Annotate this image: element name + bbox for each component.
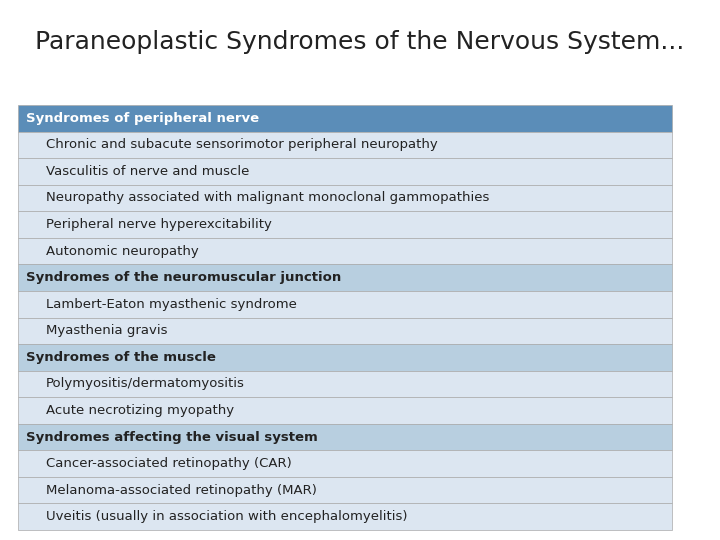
Bar — [18, 211, 672, 238]
Bar — [18, 503, 672, 530]
Bar — [18, 291, 672, 318]
Text: Paraneoplastic Syndromes of the Nervous System...: Paraneoplastic Syndromes of the Nervous … — [35, 30, 685, 54]
Text: Lambert-Eaton myasthenic syndrome: Lambert-Eaton myasthenic syndrome — [46, 298, 297, 310]
Bar — [18, 424, 672, 450]
Text: Autonomic neuropathy: Autonomic neuropathy — [46, 245, 199, 258]
Text: Uveitis (usually in association with encephalomyelitis): Uveitis (usually in association with enc… — [46, 510, 408, 523]
Bar — [18, 450, 672, 477]
Text: Chronic and subacute sensorimotor peripheral neuropathy: Chronic and subacute sensorimotor periph… — [46, 138, 438, 151]
Text: Syndromes of the neuromuscular junction: Syndromes of the neuromuscular junction — [26, 271, 341, 284]
Bar — [18, 318, 672, 344]
Bar — [18, 158, 672, 185]
Bar — [18, 477, 672, 503]
Text: Myasthenia gravis: Myasthenia gravis — [46, 325, 168, 338]
Text: Acute necrotizing myopathy: Acute necrotizing myopathy — [46, 404, 234, 417]
Text: Syndromes of peripheral nerve: Syndromes of peripheral nerve — [26, 112, 259, 125]
Bar — [18, 132, 672, 158]
Bar — [18, 344, 672, 370]
Text: Cancer-associated retinopathy (CAR): Cancer-associated retinopathy (CAR) — [46, 457, 292, 470]
Bar — [18, 265, 672, 291]
Text: Vasculitis of nerve and muscle: Vasculitis of nerve and muscle — [46, 165, 249, 178]
Text: Peripheral nerve hyperexcitability: Peripheral nerve hyperexcitability — [46, 218, 272, 231]
Bar — [18, 238, 672, 265]
Text: Syndromes of the muscle: Syndromes of the muscle — [26, 351, 216, 364]
Bar — [18, 397, 672, 424]
Bar — [18, 185, 672, 211]
Bar — [18, 370, 672, 397]
Text: Neuropathy associated with malignant monoclonal gammopathies: Neuropathy associated with malignant mon… — [46, 192, 490, 205]
Text: Polymyositis/dermatomyositis: Polymyositis/dermatomyositis — [46, 377, 245, 390]
Text: Syndromes affecting the visual system: Syndromes affecting the visual system — [26, 430, 318, 443]
Bar — [18, 105, 672, 132]
Text: Melanoma-associated retinopathy (MAR): Melanoma-associated retinopathy (MAR) — [46, 484, 317, 497]
